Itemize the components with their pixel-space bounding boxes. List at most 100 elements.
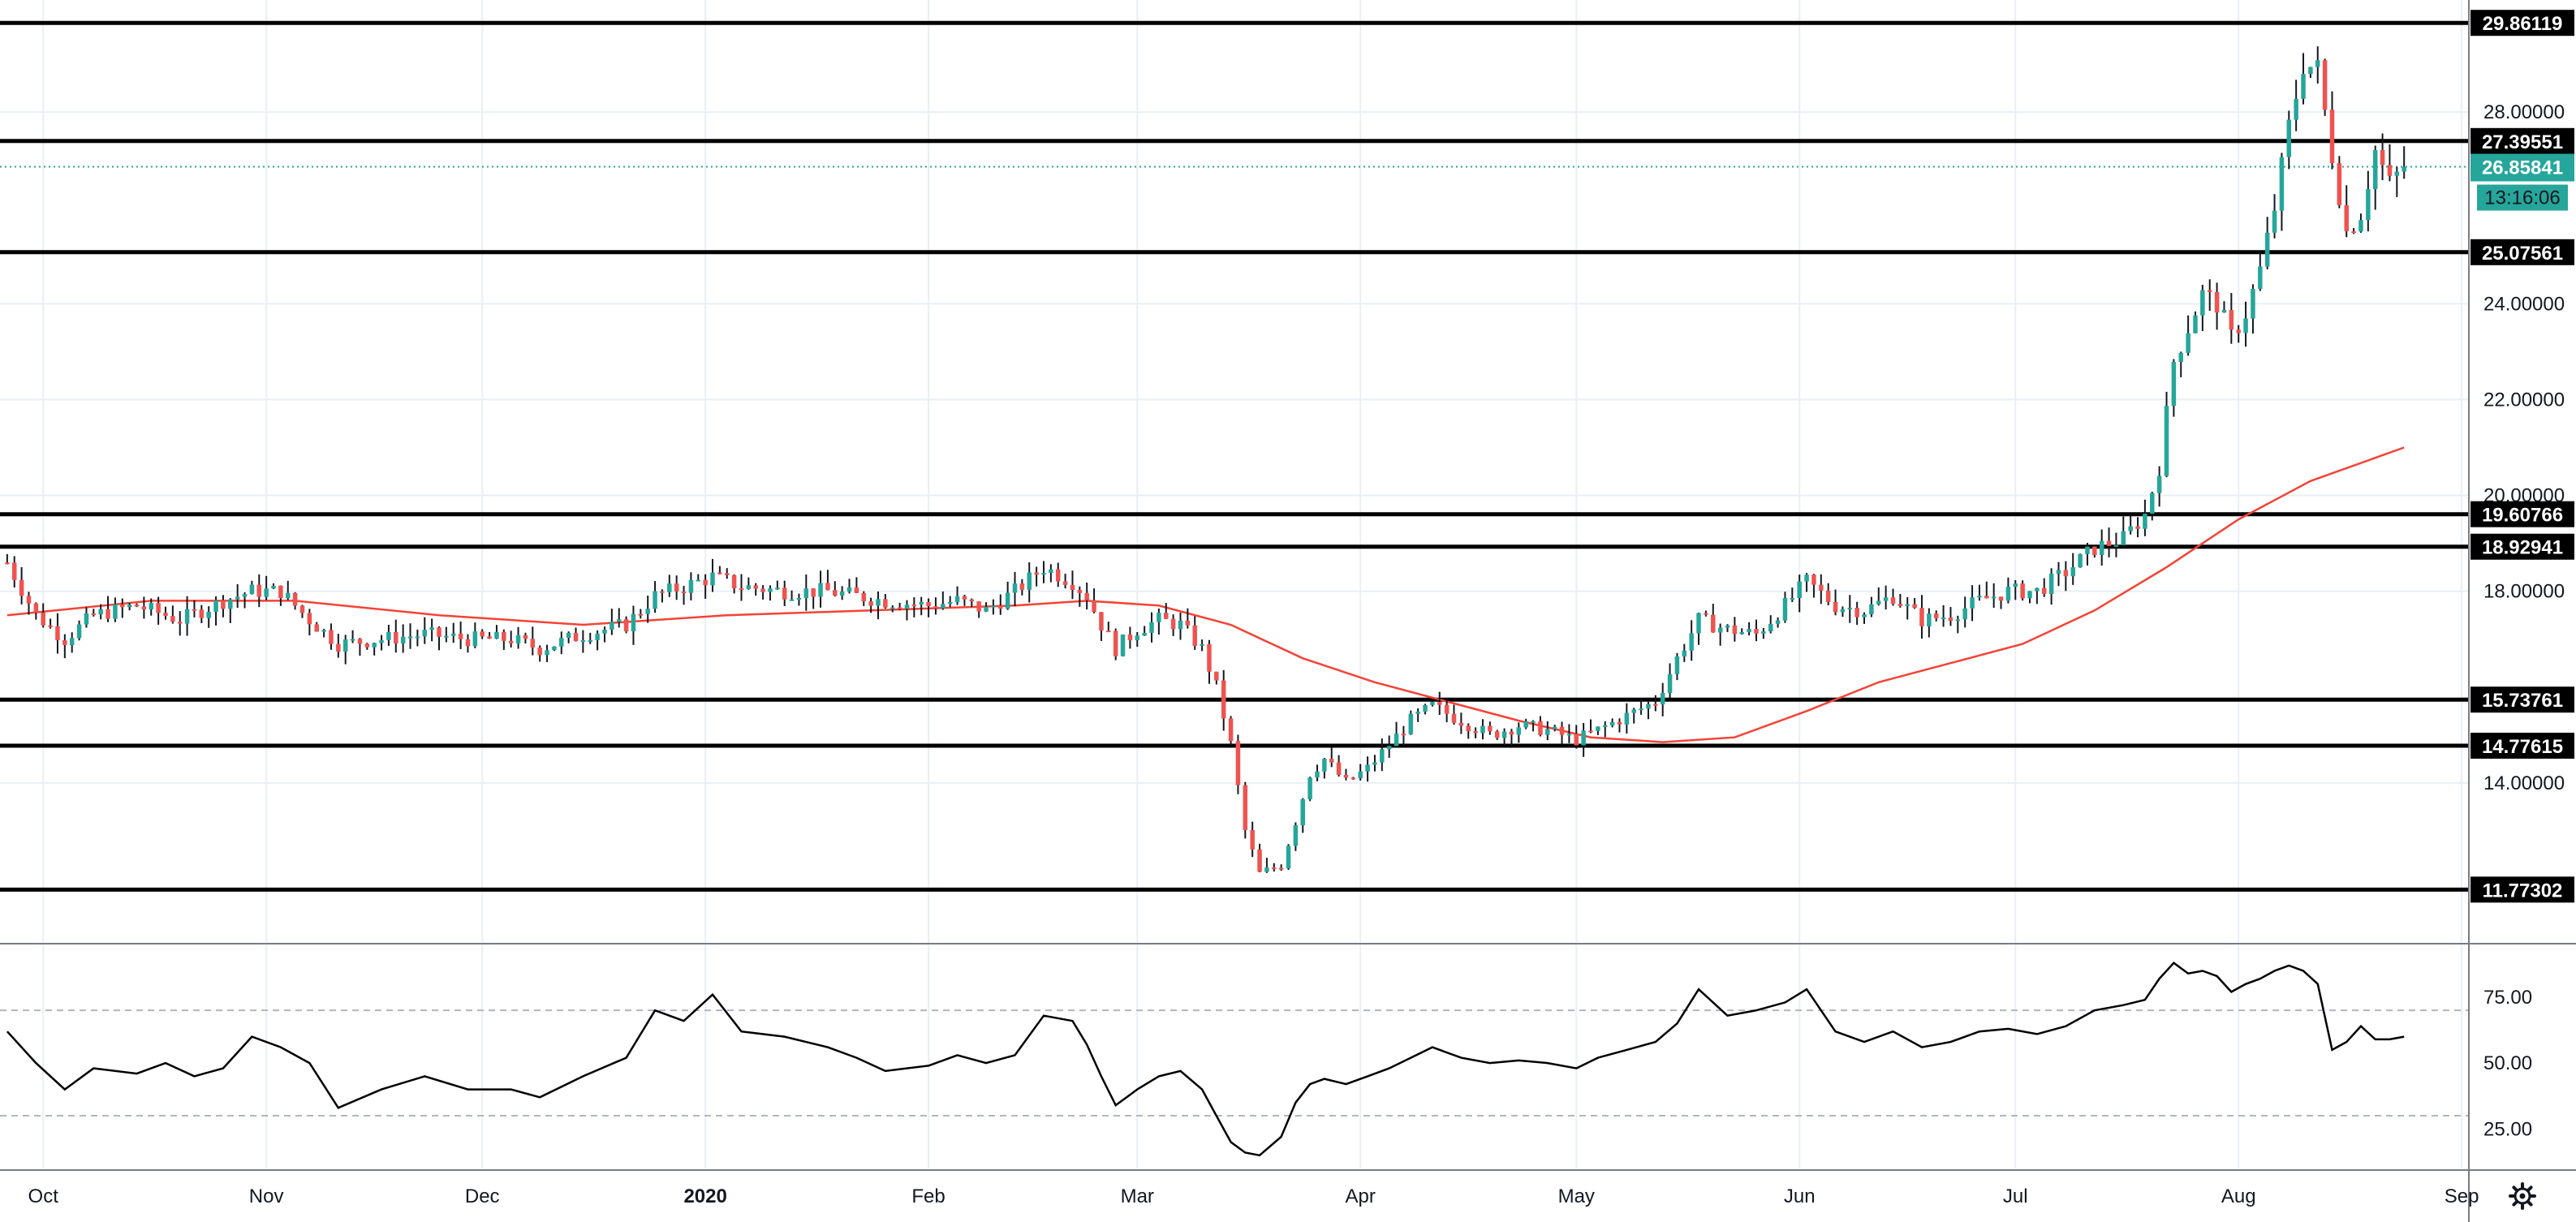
candle[interactable]	[33, 602, 39, 620]
candle[interactable]	[480, 629, 485, 639]
candle[interactable]	[84, 607, 89, 628]
candle[interactable]	[926, 598, 931, 617]
candle[interactable]	[2358, 213, 2363, 233]
candle[interactable]	[1343, 768, 1349, 781]
candle[interactable]	[1092, 588, 1096, 613]
candle[interactable]	[731, 574, 737, 594]
candle[interactable]	[717, 566, 722, 574]
candle[interactable]	[818, 570, 823, 608]
candle[interactable]	[1609, 718, 1615, 728]
candle[interactable]	[1049, 564, 1053, 583]
candle[interactable]	[1754, 619, 1759, 642]
candle[interactable]	[2005, 577, 2011, 604]
candle[interactable]	[897, 602, 902, 611]
candle[interactable]	[55, 613, 60, 654]
candle[interactable]	[523, 632, 528, 644]
candle[interactable]	[450, 622, 456, 643]
candle[interactable]	[69, 632, 75, 653]
candle[interactable]	[904, 600, 910, 621]
candle[interactable]	[2085, 542, 2090, 566]
candle[interactable]	[1070, 570, 1075, 600]
candle[interactable]	[1624, 703, 1630, 734]
candle[interactable]	[1725, 624, 1730, 632]
candle[interactable]	[1933, 610, 1939, 622]
candle[interactable]	[2178, 351, 2183, 377]
candle[interactable]	[890, 605, 895, 613]
candle[interactable]	[286, 580, 291, 600]
candle[interactable]	[1451, 704, 1457, 725]
candle[interactable]	[199, 605, 205, 623]
candle[interactable]	[2164, 391, 2169, 477]
candle[interactable]	[2035, 587, 2040, 605]
level-price-label[interactable]: 19.60766	[2470, 501, 2574, 527]
candle[interactable]	[1501, 728, 1507, 746]
candle[interactable]	[2402, 146, 2406, 179]
candle[interactable]	[26, 592, 32, 615]
candle[interactable]	[638, 609, 644, 619]
candle[interactable]	[1315, 764, 1320, 781]
candle[interactable]	[1084, 583, 1089, 610]
candle[interactable]	[1682, 643, 1687, 662]
candle[interactable]	[2272, 194, 2277, 239]
candle[interactable]	[933, 597, 938, 615]
candle[interactable]	[350, 630, 355, 643]
candle[interactable]	[1509, 729, 1514, 747]
candle[interactable]	[2063, 561, 2069, 592]
candle[interactable]	[1286, 844, 1291, 871]
candle[interactable]	[2258, 252, 2263, 291]
candle[interactable]	[1099, 612, 1104, 641]
candle[interactable]	[458, 621, 463, 649]
candle[interactable]	[1430, 699, 1435, 707]
candle[interactable]	[1243, 781, 1248, 839]
candle[interactable]	[1307, 777, 1312, 802]
candle[interactable]	[1674, 652, 1680, 681]
candle[interactable]	[803, 574, 809, 611]
candle[interactable]	[667, 574, 672, 597]
candle[interactable]	[321, 628, 326, 638]
candle[interactable]	[2171, 359, 2177, 417]
candle[interactable]	[2121, 516, 2126, 547]
candle[interactable]	[1747, 622, 1751, 636]
candle[interactable]	[1401, 725, 1406, 747]
candle[interactable]	[5, 553, 10, 565]
candle[interactable]	[1538, 716, 1543, 737]
candle[interactable]	[149, 598, 153, 616]
candle[interactable]	[530, 626, 536, 656]
candle[interactable]	[1300, 798, 1306, 833]
candle[interactable]	[1329, 747, 1334, 768]
candle[interactable]	[2106, 527, 2112, 557]
candle[interactable]	[573, 627, 579, 642]
candle[interactable]	[256, 574, 262, 608]
candle[interactable]	[2193, 311, 2198, 333]
candle[interactable]	[2221, 301, 2227, 313]
candle[interactable]	[2099, 529, 2104, 566]
candle[interactable]	[2150, 492, 2155, 521]
candle[interactable]	[552, 646, 557, 652]
candle[interactable]	[1264, 858, 1269, 873]
candle[interactable]	[1062, 574, 1068, 589]
candle[interactable]	[1646, 701, 1651, 720]
candle[interactable]	[588, 632, 592, 644]
candle[interactable]	[969, 598, 975, 608]
candle[interactable]	[868, 597, 873, 613]
candle[interactable]	[1919, 595, 1924, 639]
candle[interactable]	[2214, 282, 2220, 330]
candle[interactable]	[602, 626, 607, 643]
candle[interactable]	[472, 622, 478, 648]
candle[interactable]	[883, 594, 888, 609]
candle[interactable]	[2200, 285, 2205, 332]
candle[interactable]	[134, 603, 140, 608]
candle[interactable]	[696, 574, 701, 582]
candle[interactable]	[2186, 315, 2190, 356]
candle[interactable]	[1523, 718, 1528, 729]
candle[interactable]	[962, 594, 967, 606]
candle[interactable]	[1732, 617, 1738, 642]
candle[interactable]	[760, 585, 765, 600]
candle[interactable]	[1444, 698, 1450, 723]
candle[interactable]	[1034, 566, 1039, 587]
candle[interactable]	[2013, 579, 2018, 600]
candle[interactable]	[782, 580, 787, 607]
candle[interactable]	[1480, 719, 1485, 740]
candle[interactable]	[1458, 712, 1464, 734]
candle[interactable]	[1898, 593, 1903, 608]
